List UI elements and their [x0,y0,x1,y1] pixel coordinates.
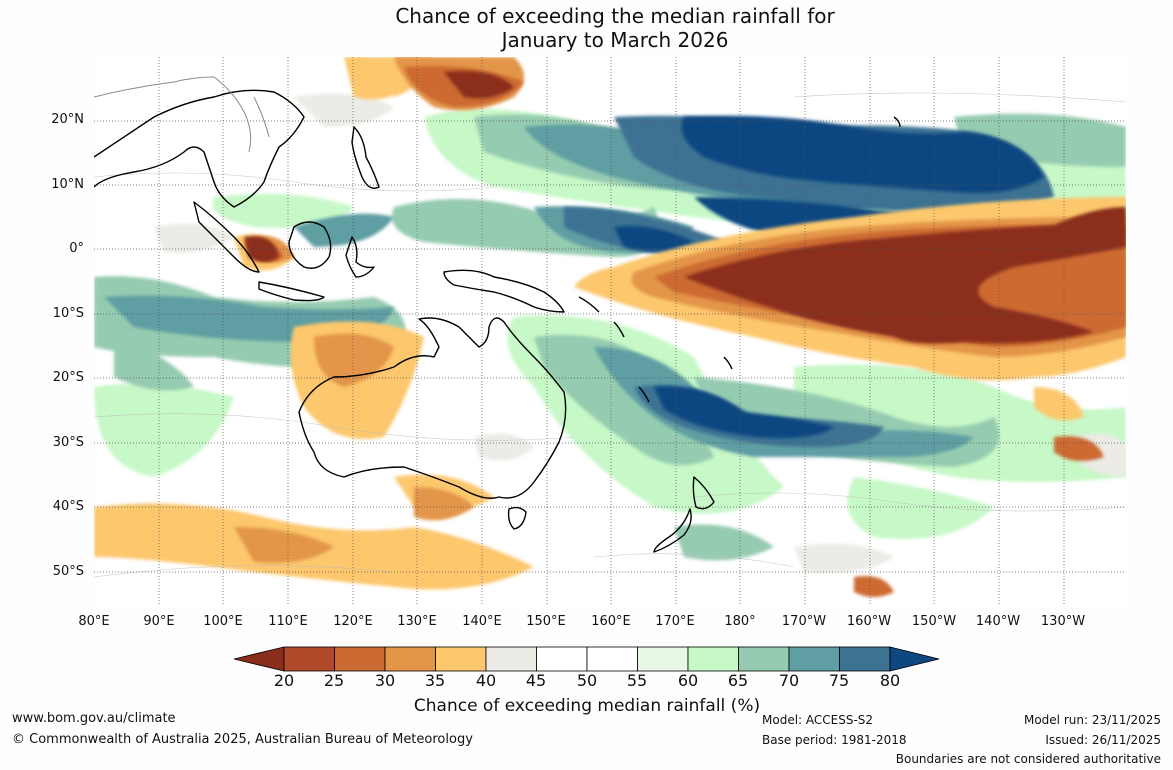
colorbar-tick-70: 70 [778,671,800,690]
lon-label-140e: 140°E [462,614,502,629]
colorbar-bin-50-55 [586,646,638,672]
map-canvas [94,57,1126,605]
colorbar-tick-60: 60 [677,671,699,690]
colorbar-label: Chance of exceeding median rainfall (%) [413,696,761,716]
lat-label-40s: 40°S [52,499,84,514]
lon-label-110e: 110°E [268,614,308,629]
colorbar-tick-65: 65 [727,671,749,690]
asia-coastline [94,89,305,208]
model-run-date: Model run: 23/11/2025 [1023,713,1161,727]
contour-lines [94,92,1126,578]
tasmania-coastline [507,506,527,530]
website-link[interactable]: www.bom.gov.au/climate [12,711,176,726]
colorbar-low-arrow [234,646,285,672]
lat-label-20n: 20°N [51,112,84,127]
new-zealand-north-coastline [692,476,715,510]
sumatra-coastline [193,201,260,273]
colorbar-bin-30-35 [384,646,436,672]
colorbar-tick-75: 75 [828,671,850,690]
lon-label-100e: 100°E [203,614,243,629]
graticule [94,57,1126,605]
colorbar-tick-40: 40 [475,671,497,690]
colorbar-tick-35: 35 [424,671,446,690]
lon-label-160e: 160°E [591,614,631,629]
lon-label-120e: 120°E [333,614,373,629]
base-period: Base period: 1981-2018 [762,733,907,747]
philippines-coastline [351,126,380,189]
lat-label-30s: 30°S [52,435,84,450]
colorbar-tick-45: 45 [525,671,547,690]
java-coastline [258,281,325,302]
colorbar-bin-25-30 [334,646,386,672]
lon-label-180: 180° [724,614,756,629]
lon-label-170w: 170°W [781,614,827,629]
lon-label-140w: 140°W [975,614,1021,629]
boundaries-disclaimer: Boundaries are not considered authoritat… [895,752,1161,766]
colorbar-bin-60-65 [687,646,739,672]
lat-label-50s: 50°S [52,564,84,579]
colorbar-bin-70-75 [788,646,840,672]
coastlines [94,89,901,553]
lon-label-130w: 130°W [1040,614,1086,629]
colorbar-bin-75-80 [839,646,891,672]
lon-label-90e: 90°E [143,614,175,629]
colorbar-bin-35-40 [435,646,487,672]
rainfall-outlook-map [94,57,1126,605]
new-zealand-south-coastline [653,508,692,553]
colorbar-bin-45-50 [536,646,588,672]
colorbar-tick-20: 20 [273,671,295,690]
map-title: Chance of exceeding the median rainfall … [0,4,1173,52]
country-borders [94,76,270,153]
australia-coastline [298,317,567,499]
colorbar-bin-55-60 [637,646,689,672]
brown-below-25-field [244,71,1126,344]
lon-label-130e: 130°E [397,614,437,629]
colorbar-high-arrow [889,646,940,672]
lon-label-160w: 160°W [846,614,892,629]
colorbar-tick-25: 25 [323,671,345,690]
lat-label-10n: 10°N [51,177,84,192]
copyright-text: © Commonwealth of Australia 2025, Austra… [12,732,473,747]
colorbar-bin-40-45 [485,646,537,672]
colorbar-bin-20-25 [283,646,335,672]
colorbar [234,646,940,672]
colorbar-tick-30: 30 [374,671,396,690]
title-line-1: Chance of exceeding the median rainfall … [395,4,835,28]
lon-label-170e: 170°E [655,614,695,629]
lon-label-150e: 150°E [526,614,566,629]
sulawesi-coastline [345,236,375,278]
colorbar-tick-80: 80 [879,671,901,690]
colorbar-bin-65-70 [738,646,790,672]
lat-label-20s: 20°S [52,370,84,385]
colorbar-tick-50: 50 [576,671,598,690]
lon-label-150w: 150°W [911,614,957,629]
model-name: Model: ACCESS-S2 [762,713,874,727]
title-line-2: January to March 2026 [501,28,729,52]
new-guinea-coastline [443,269,565,313]
lat-label-10s: 10°S [52,306,84,321]
colorbar-tick-55: 55 [626,671,648,690]
borneo-coastline [288,221,332,269]
lat-label-0: 0° [69,241,84,256]
lon-label-80e: 80°E [78,614,110,629]
issued-date: Issued: 26/11/2025 [1045,733,1161,747]
